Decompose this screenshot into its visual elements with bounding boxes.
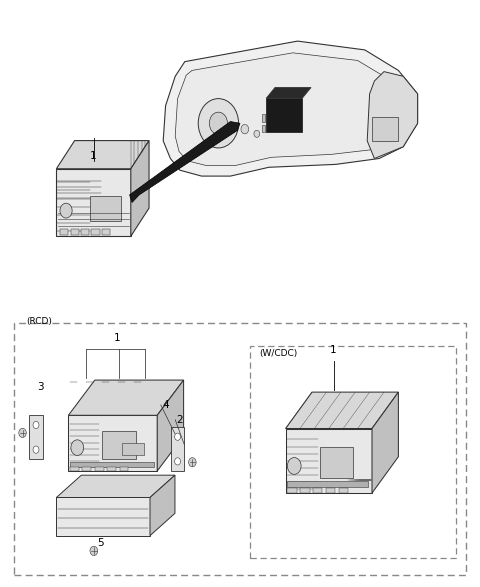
Circle shape bbox=[198, 99, 239, 148]
Bar bbox=[287, 481, 368, 487]
Bar bbox=[313, 488, 323, 493]
Text: (RCD): (RCD) bbox=[26, 317, 52, 326]
Text: 2: 2 bbox=[177, 414, 183, 425]
Circle shape bbox=[19, 429, 26, 437]
Bar bbox=[320, 447, 353, 478]
Bar bbox=[171, 427, 184, 471]
Circle shape bbox=[33, 446, 39, 453]
Circle shape bbox=[175, 458, 180, 465]
Bar bbox=[71, 229, 79, 235]
Polygon shape bbox=[131, 140, 149, 236]
Text: 1: 1 bbox=[330, 345, 337, 355]
Circle shape bbox=[175, 433, 180, 440]
Bar bbox=[95, 467, 104, 471]
Polygon shape bbox=[57, 475, 175, 498]
Text: 5: 5 bbox=[97, 538, 104, 548]
Bar bbox=[102, 229, 110, 235]
Bar bbox=[339, 488, 348, 493]
Polygon shape bbox=[367, 72, 418, 158]
Bar bbox=[122, 443, 144, 456]
Bar bbox=[107, 467, 116, 471]
Circle shape bbox=[90, 546, 98, 555]
Bar bbox=[70, 467, 79, 471]
Bar bbox=[82, 467, 91, 471]
Bar bbox=[68, 416, 157, 471]
Bar bbox=[300, 488, 310, 493]
Text: 1: 1 bbox=[114, 333, 121, 343]
Polygon shape bbox=[68, 380, 183, 416]
Bar bbox=[60, 229, 68, 235]
Polygon shape bbox=[286, 392, 398, 429]
Polygon shape bbox=[157, 380, 183, 471]
Bar bbox=[90, 196, 121, 221]
Bar bbox=[286, 429, 372, 493]
Polygon shape bbox=[163, 41, 418, 176]
Circle shape bbox=[209, 112, 228, 134]
Bar bbox=[287, 488, 297, 493]
Polygon shape bbox=[150, 475, 175, 535]
Bar bbox=[262, 125, 265, 132]
Bar bbox=[262, 114, 265, 122]
Circle shape bbox=[241, 124, 249, 134]
Circle shape bbox=[33, 421, 39, 429]
Text: 1: 1 bbox=[90, 151, 97, 161]
Bar bbox=[81, 229, 89, 235]
Bar bbox=[29, 416, 43, 459]
Circle shape bbox=[288, 458, 301, 474]
Bar bbox=[266, 98, 302, 132]
Bar bbox=[57, 498, 150, 535]
Bar bbox=[372, 117, 398, 141]
Polygon shape bbox=[175, 53, 406, 166]
Polygon shape bbox=[372, 392, 398, 493]
Text: 4: 4 bbox=[162, 400, 169, 410]
Text: 3: 3 bbox=[37, 382, 44, 393]
Bar bbox=[70, 462, 154, 467]
Polygon shape bbox=[130, 122, 240, 203]
Bar bbox=[326, 488, 336, 493]
Text: (W/CDC): (W/CDC) bbox=[259, 349, 298, 358]
Bar bbox=[57, 169, 131, 236]
Bar bbox=[91, 229, 99, 235]
Circle shape bbox=[71, 440, 84, 456]
Bar bbox=[120, 467, 129, 471]
Polygon shape bbox=[266, 87, 311, 98]
Circle shape bbox=[60, 203, 72, 218]
Polygon shape bbox=[57, 140, 149, 169]
Circle shape bbox=[254, 130, 260, 137]
Bar bbox=[102, 431, 136, 459]
Circle shape bbox=[189, 458, 196, 467]
